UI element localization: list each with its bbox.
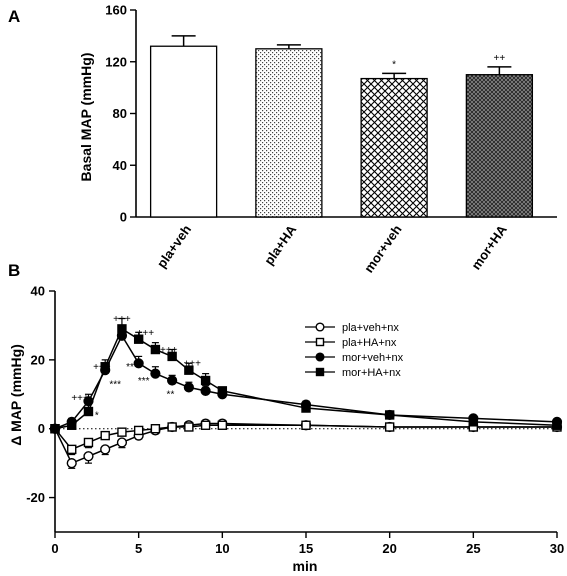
- panel-b-data-point: [50, 424, 60, 434]
- panel-b-data-point: [83, 406, 94, 417]
- panel-b-significance-label: +++: [93, 362, 111, 373]
- panel-b-data-point: [167, 422, 177, 432]
- panel-a-y-tick-label: 80: [113, 106, 127, 121]
- panel-b-x-tick-label: 15: [299, 541, 313, 556]
- panel-b-annotations: ++++++++++++++++++************: [71, 314, 201, 421]
- panel-b-data-point: [301, 420, 311, 430]
- panel-b-data-point: [217, 420, 228, 430]
- panel-a-significance-label: *: [392, 59, 396, 70]
- panel-b-data-point: [167, 375, 178, 386]
- panel-b-significance-label: ***: [109, 379, 121, 390]
- panel-b-data-point: [184, 365, 194, 375]
- panel-a-y-tick-label: 40: [113, 158, 127, 173]
- panel-a-bars: pla+veh pla+HA * mor+veh ++ mor+HA: [149, 35, 534, 275]
- panel-b-data-point: [200, 385, 211, 396]
- panel-b-legend-marker: [315, 367, 325, 377]
- panel-b-x-tick-label: 30: [550, 541, 564, 556]
- panel-b-x-tick-label: 0: [51, 541, 58, 556]
- panel-b-data-point: [183, 382, 194, 393]
- panel-b-data-point: [133, 334, 144, 344]
- panel-a-y-tick-label: 120: [105, 54, 127, 69]
- panel-b-data-point: [67, 444, 77, 455]
- panel-b-data-point: [384, 410, 395, 420]
- panel-a-bar-pla+HA: [255, 48, 323, 218]
- panel-b-significance-label: ***: [126, 362, 138, 373]
- panel-b-legend-marker: [315, 337, 325, 347]
- panel-a-significance-label: ++: [494, 53, 506, 64]
- panel-b-data-point: [100, 444, 111, 455]
- panel-b-legend-label: pla+HA+nx: [342, 337, 397, 349]
- panel-b-x-axis-title: min: [293, 558, 318, 574]
- panel-a-y-axis-title: Basal MAP (mmHg): [78, 53, 94, 182]
- panel-a-bar-mor+veh: [360, 77, 428, 218]
- panel-b-data-point: [167, 351, 177, 362]
- panel-b-letter: B: [8, 261, 20, 280]
- panel-b-legend-marker: [315, 322, 325, 332]
- panel-b-data-point: [67, 420, 77, 430]
- panel-b-data-point: [83, 437, 94, 448]
- panel-b-significance-label: ***: [138, 376, 150, 387]
- panel-b-data-point: [116, 437, 128, 448]
- panel-b-data-point: [100, 430, 110, 441]
- panel-b-axes: -20 0 20 40 0 5 10 15 20 25 30: [26, 284, 564, 557]
- panel-b-x-tick-label: 25: [466, 541, 480, 556]
- panel-b-significance-label: +++: [160, 345, 178, 356]
- panel-a-y-tick-label: 0: [120, 210, 127, 225]
- panel-a-category-label: pla+HA: [261, 222, 300, 268]
- panel-b-significance-label: +++: [137, 328, 155, 339]
- panel-b-data-point: [552, 420, 562, 430]
- panel-b-data-point: [150, 344, 161, 355]
- panel-b-significance-label: *: [95, 410, 99, 421]
- panel-b-x-tick-label: 20: [382, 541, 396, 556]
- panel-b-data-point: [200, 420, 211, 430]
- panel-b-legend: pla+veh+nx pla+HA+nx mor+veh+nx mor+HA+nx: [305, 322, 404, 379]
- panel-b-data-point: [184, 422, 194, 432]
- panel-b-significance-label: +++: [113, 314, 131, 325]
- panel-b-data-point: [150, 424, 161, 434]
- panel-b-data-point: [150, 368, 161, 379]
- panel-b-series-line: [54, 334, 558, 430]
- panel-b-data-point: [83, 451, 94, 462]
- panel-b-significance-label: +++: [183, 359, 201, 370]
- panel-b-data-point: [133, 358, 144, 369]
- panel-b-significance-label: **: [167, 390, 175, 401]
- panel-b-data-point: [384, 422, 395, 432]
- panel-b-data-point: [66, 458, 77, 469]
- panel-b-y-tick-label: -20: [26, 490, 45, 505]
- panel-b-y-tick-label: 0: [38, 421, 45, 436]
- panel-a-category-label: mor+HA: [468, 222, 510, 273]
- panel-b-data-point: [117, 427, 127, 437]
- panel-b-data-point: [100, 362, 110, 372]
- panel-b-y-tick-label: 20: [31, 352, 45, 367]
- panel-b-data-point: [301, 403, 311, 413]
- panel-b-x-tick-label: 10: [215, 541, 229, 556]
- panel-b-data-point: [217, 386, 228, 396]
- panel-b-data-point: [133, 425, 144, 436]
- panel-a-bar-pla+veh: [149, 45, 218, 218]
- panel-a-y-tick-label: 160: [105, 3, 127, 18]
- panel-b-series-mor+HA+nx: [50, 317, 562, 434]
- panel-a-category-label: pla+veh: [154, 222, 194, 271]
- panel-b-legend-marker: [315, 352, 325, 362]
- panel-a-bar-mor+HA: [465, 74, 534, 218]
- panel-b-data-point: [117, 324, 127, 334]
- panel-b-legend-label: mor+HA+nx: [342, 367, 401, 379]
- panel-b-series: [49, 317, 563, 469]
- panel-b-data-point: [468, 417, 479, 427]
- panel-b-y-tick-label: 40: [31, 284, 45, 299]
- panel-b-significance-label: +++: [71, 393, 89, 404]
- panel-b-series-line: [54, 327, 558, 430]
- panel-b-data-point: [200, 375, 211, 386]
- panel-b-legend-label: mor+veh+nx: [342, 352, 404, 364]
- panel-a-category-label: mor+veh: [361, 222, 405, 275]
- panel-b-legend-label: pla+veh+nx: [342, 322, 399, 334]
- panel-a-letter: A: [8, 7, 20, 26]
- panel-b-x-tick-label: 5: [135, 541, 142, 556]
- panel-b-y-axis-title: Δ MAP (mmHg): [8, 344, 24, 446]
- panel-b-series-pla+HA+nx: [50, 420, 562, 456]
